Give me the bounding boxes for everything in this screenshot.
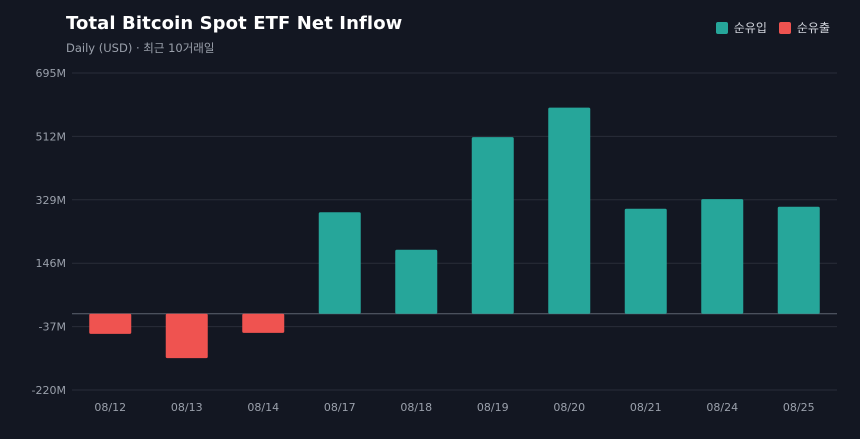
y-tick-label: -220M xyxy=(32,384,66,397)
x-tick-label: 08/25 xyxy=(783,401,815,414)
bar[interactable] xyxy=(395,249,438,314)
chart-title: Total Bitcoin Spot ETF Net Inflow xyxy=(66,13,403,34)
bar[interactable] xyxy=(318,212,361,314)
bar[interactable] xyxy=(777,206,820,314)
x-tick-label: 08/14 xyxy=(247,401,279,414)
bar[interactable] xyxy=(548,107,591,314)
legend-label-inflow: 순유입 xyxy=(733,21,767,35)
bar[interactable] xyxy=(471,137,514,314)
x-tick-label: 08/12 xyxy=(94,401,126,414)
x-tick-label: 08/13 xyxy=(171,401,203,414)
chart-legend: 순유입 순유출 xyxy=(715,19,830,36)
x-tick-label: 08/21 xyxy=(630,401,662,414)
y-tick-label: 146M xyxy=(36,257,67,270)
y-tick-label: 329M xyxy=(36,194,67,207)
bar[interactable] xyxy=(624,208,667,314)
x-tick-label: 08/20 xyxy=(553,401,585,414)
bar[interactable] xyxy=(165,313,208,359)
x-tick-label: 08/18 xyxy=(400,401,432,414)
x-tick-label: 08/19 xyxy=(477,401,509,414)
legend-swatch-outflow xyxy=(778,21,791,34)
x-tick-label: 08/17 xyxy=(324,401,356,414)
legend-swatch-inflow xyxy=(715,21,728,34)
x-tick-label: 08/24 xyxy=(706,401,738,414)
bar[interactable] xyxy=(89,313,132,334)
legend-label-outflow: 순유출 xyxy=(796,21,830,35)
y-tick-label: -37M xyxy=(39,321,66,334)
bar[interactable] xyxy=(242,313,285,333)
legend-item-outflow[interactable]: 순유출 xyxy=(778,19,830,36)
y-tick-label: 512M xyxy=(36,130,67,143)
legend-item-inflow[interactable]: 순유입 xyxy=(715,19,767,36)
y-tick-label: 695M xyxy=(36,67,67,80)
chart-subtitle: Daily (USD) · 최근 10거래일 xyxy=(66,41,215,55)
bar[interactable] xyxy=(701,199,744,314)
